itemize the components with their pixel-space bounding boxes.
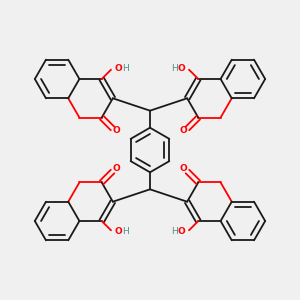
- Text: H: H: [122, 227, 129, 236]
- Text: H: H: [122, 64, 129, 73]
- Text: O: O: [115, 64, 123, 73]
- Text: O: O: [180, 126, 188, 135]
- Text: O: O: [177, 227, 185, 236]
- Text: H: H: [171, 64, 178, 73]
- Text: O: O: [112, 164, 120, 173]
- Text: O: O: [112, 126, 120, 135]
- Text: H: H: [171, 227, 178, 236]
- Text: O: O: [180, 164, 188, 173]
- Text: O: O: [177, 64, 185, 73]
- Text: O: O: [115, 227, 123, 236]
